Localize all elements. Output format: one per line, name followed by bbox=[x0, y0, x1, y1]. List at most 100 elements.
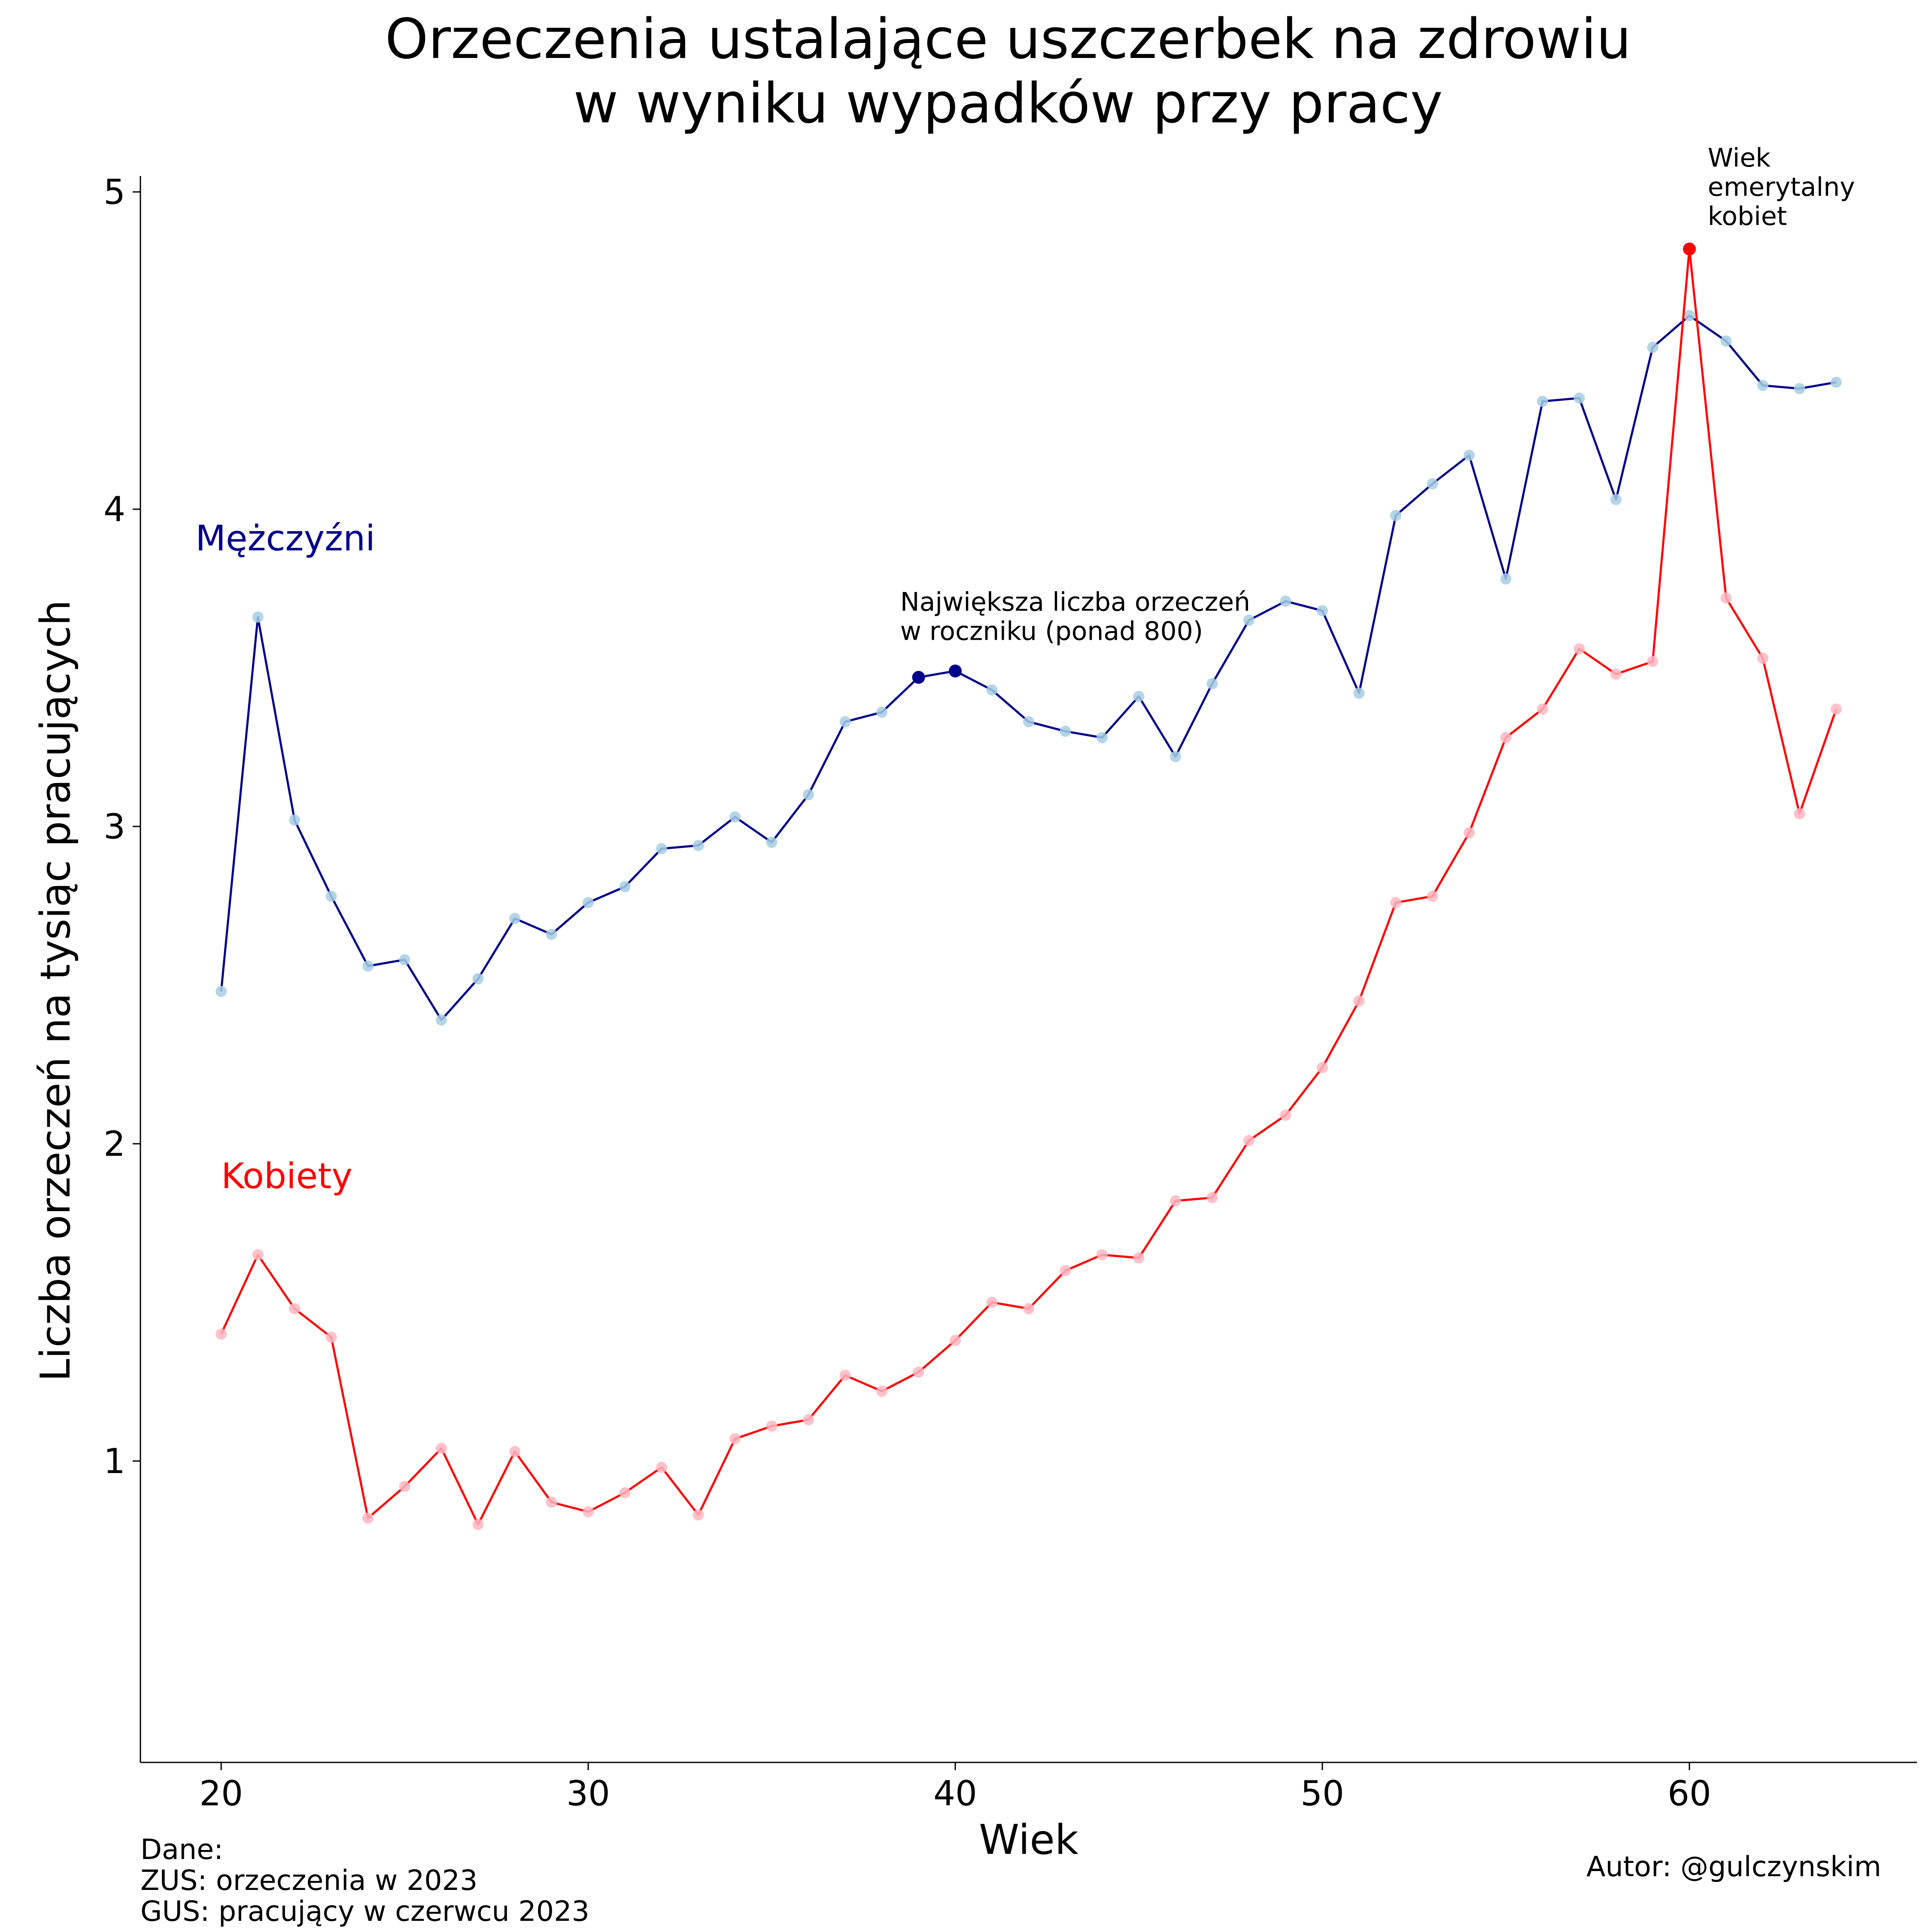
annotation-text: Największa liczba orzeczeń bbox=[900, 587, 1250, 617]
data-point bbox=[216, 986, 227, 997]
data-point bbox=[1757, 380, 1768, 391]
data-point bbox=[950, 1335, 961, 1346]
data-point bbox=[1610, 494, 1622, 505]
source-note: GUS: pracujący w czerwcu 2023 bbox=[140, 1896, 589, 1928]
data-point bbox=[876, 1385, 888, 1397]
data-point bbox=[252, 611, 264, 623]
x-tick-label: 30 bbox=[566, 1774, 610, 1814]
data-point bbox=[1353, 687, 1365, 699]
data-point bbox=[1683, 310, 1695, 322]
data-point bbox=[583, 1506, 594, 1518]
data-point bbox=[325, 1331, 337, 1343]
data-point bbox=[1280, 1109, 1291, 1121]
data-point bbox=[1316, 1062, 1328, 1073]
highlight-point bbox=[1683, 242, 1696, 255]
data-point bbox=[1390, 510, 1401, 521]
data-point bbox=[546, 1497, 557, 1508]
data-point bbox=[766, 836, 778, 848]
data-point bbox=[1757, 653, 1768, 664]
data-point bbox=[1720, 335, 1732, 347]
data-point bbox=[729, 1433, 741, 1445]
data-point bbox=[986, 1297, 998, 1308]
data-point bbox=[1794, 808, 1805, 820]
data-point bbox=[1610, 668, 1622, 680]
data-point bbox=[1170, 751, 1181, 762]
data-point bbox=[766, 1420, 778, 1432]
data-point bbox=[1353, 995, 1365, 1007]
data-point bbox=[583, 897, 594, 908]
data-point bbox=[1830, 377, 1842, 388]
data-point bbox=[729, 811, 741, 823]
data-point bbox=[803, 1414, 814, 1425]
data-point bbox=[362, 1512, 374, 1524]
data-point bbox=[1280, 595, 1291, 607]
y-tick-label: 3 bbox=[103, 807, 125, 847]
source-note: Dane: bbox=[140, 1834, 223, 1866]
data-point bbox=[803, 789, 814, 801]
series-line-men bbox=[220, 314, 1837, 1021]
data-point bbox=[1427, 890, 1438, 902]
data-point bbox=[1463, 450, 1475, 461]
y-tick-label: 1 bbox=[103, 1441, 125, 1481]
data-point bbox=[325, 890, 337, 902]
series-label: Kobiety bbox=[221, 1156, 352, 1197]
data-point bbox=[1243, 1135, 1255, 1146]
author-credit: Autor: @gulczynskim bbox=[1586, 1851, 1881, 1883]
data-point bbox=[546, 929, 557, 940]
x-tick-label: 50 bbox=[1300, 1774, 1344, 1814]
data-point bbox=[1023, 716, 1034, 728]
data-point bbox=[399, 954, 410, 966]
data-point bbox=[876, 706, 888, 718]
data-point bbox=[693, 1509, 704, 1521]
y-tick-label: 5 bbox=[103, 172, 125, 212]
data-point bbox=[289, 814, 301, 826]
data-point bbox=[1537, 703, 1548, 715]
data-point bbox=[839, 716, 851, 728]
data-point bbox=[472, 973, 484, 984]
data-point bbox=[986, 684, 998, 696]
x-axis-title: Wiek bbox=[979, 1817, 1078, 1864]
annotation-text: w roczniku (ponad 800) bbox=[900, 616, 1203, 646]
data-point bbox=[1206, 678, 1218, 690]
data-point bbox=[913, 1367, 924, 1378]
data-point bbox=[1133, 1252, 1145, 1264]
data-point bbox=[1574, 392, 1585, 404]
data-point bbox=[1170, 1195, 1181, 1206]
data-point bbox=[619, 881, 631, 893]
data-point bbox=[656, 843, 668, 854]
data-point bbox=[1133, 690, 1145, 702]
y-axis-title: Liczba orzeczeń na tysiąc pracujących bbox=[32, 600, 79, 1382]
x-tick-label: 40 bbox=[933, 1774, 977, 1814]
data-point bbox=[1794, 383, 1805, 395]
y-tick-label: 2 bbox=[103, 1124, 125, 1164]
data-point bbox=[1537, 395, 1548, 407]
data-point bbox=[509, 913, 521, 924]
data-point bbox=[1427, 478, 1438, 489]
y-tick-label: 4 bbox=[103, 489, 125, 529]
data-point bbox=[289, 1303, 301, 1315]
data-point bbox=[1243, 614, 1255, 626]
data-point bbox=[1500, 732, 1512, 744]
series-label: Mężczyźni bbox=[195, 518, 375, 559]
data-point bbox=[1390, 897, 1401, 908]
data-point bbox=[839, 1370, 851, 1381]
x-tick-label: 60 bbox=[1668, 1774, 1711, 1814]
data-point bbox=[1463, 827, 1475, 838]
chart-title-line: Orzeczenia ustalające uszczerbek na zdro… bbox=[385, 7, 1631, 71]
data-point bbox=[436, 1443, 447, 1454]
data-point bbox=[1574, 643, 1585, 655]
annotation-text: kobiet bbox=[1708, 201, 1787, 231]
data-point bbox=[362, 960, 374, 972]
highlight-point bbox=[912, 671, 925, 684]
data-point bbox=[1500, 573, 1512, 585]
data-point bbox=[472, 1519, 484, 1530]
data-point bbox=[619, 1487, 631, 1498]
x-tick-label: 20 bbox=[199, 1774, 243, 1814]
data-point bbox=[436, 1014, 447, 1026]
data-point bbox=[1720, 592, 1732, 604]
data-point bbox=[399, 1481, 410, 1492]
chart-title-line: w wyniku wypadków przy pracy bbox=[573, 72, 1443, 136]
data-point bbox=[1060, 726, 1071, 737]
data-point bbox=[1060, 1265, 1071, 1276]
